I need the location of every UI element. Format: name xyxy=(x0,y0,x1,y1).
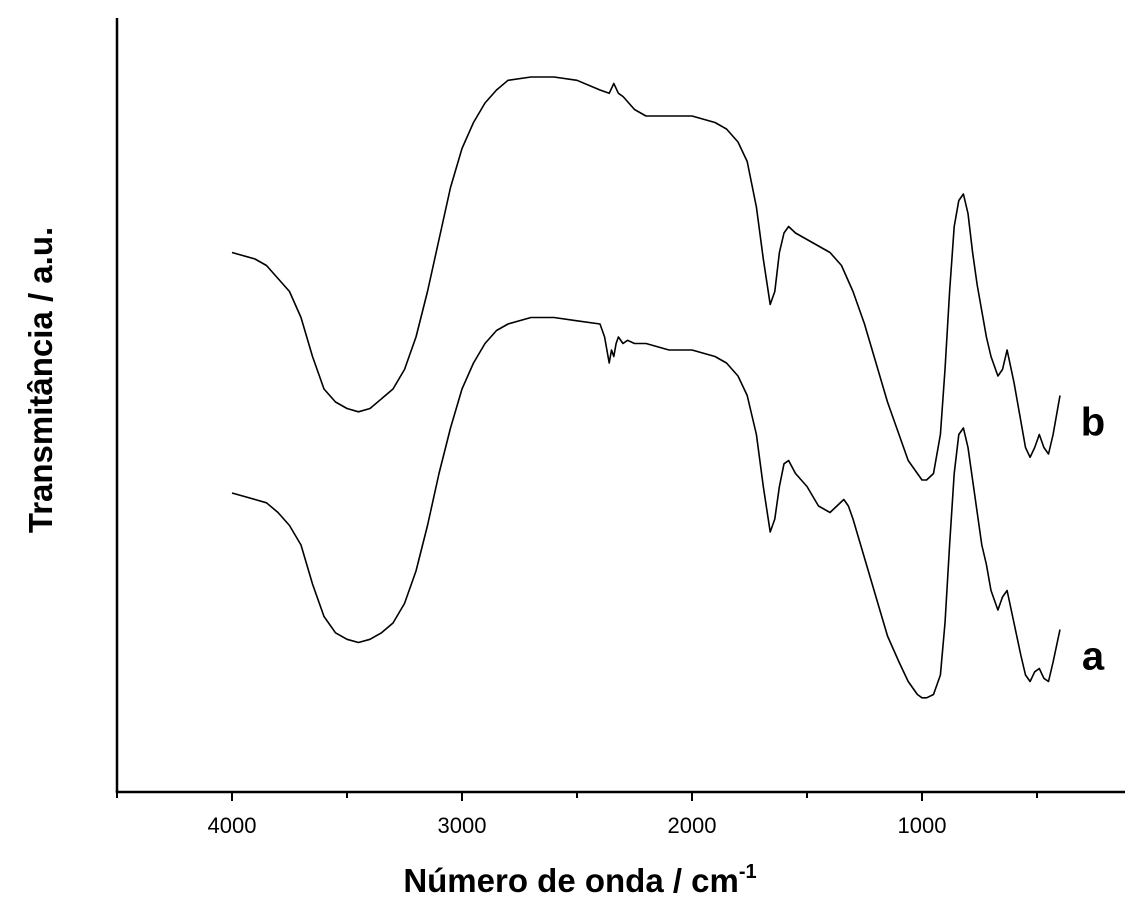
x-tick-label: 1000 xyxy=(898,813,947,838)
series-line-a xyxy=(231,316,1061,699)
x-axis-title-text: Número de onda / cm xyxy=(403,862,739,899)
series-layer xyxy=(231,76,1061,699)
x-axis-title-superscript: -1 xyxy=(739,861,757,883)
x-axis-title: Número de onda / cm-1 xyxy=(403,861,756,899)
curve-labels: ba xyxy=(1081,401,1105,679)
x-tick-labels: 4000 3000 2000 1000 xyxy=(208,813,947,838)
curve-label-a: a xyxy=(1082,635,1105,679)
axes: 4000 3000 2000 1000 xyxy=(115,18,1125,838)
curve-label-b: b xyxy=(1081,401,1105,445)
x-tick-label: 4000 xyxy=(208,813,257,838)
x-ticks xyxy=(116,792,1038,801)
series-line-b xyxy=(231,76,1061,481)
y-axis-title: Transmitância / a.u. xyxy=(22,227,59,533)
x-tick-label: 3000 xyxy=(438,813,487,838)
x-tick-label: 2000 xyxy=(668,813,717,838)
